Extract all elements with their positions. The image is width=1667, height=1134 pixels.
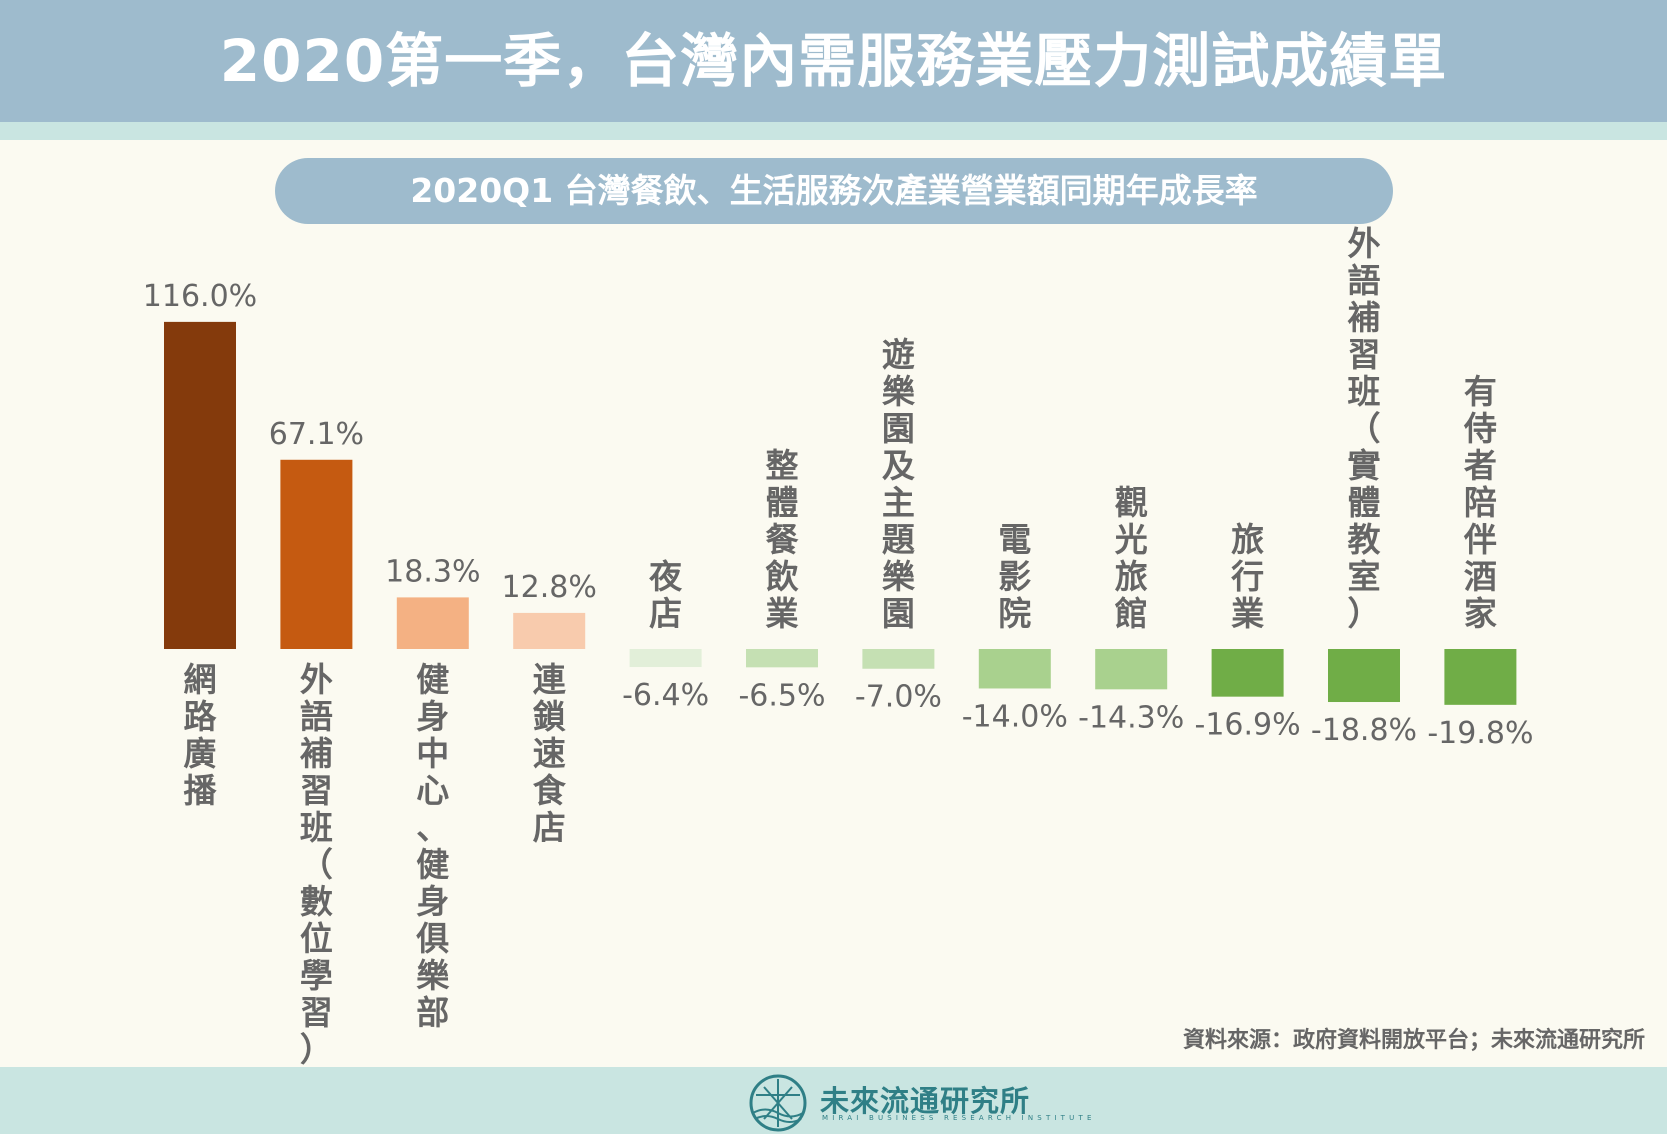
value-label: -7.0% (855, 680, 942, 715)
category-label: 觀光旅館 (1115, 483, 1148, 633)
category-label: 夜店 (648, 557, 683, 633)
logo-icon (749, 1074, 807, 1132)
bar (1095, 649, 1168, 690)
footer-band (0, 1067, 1667, 1134)
page-title: 2020第一季，台灣內需服務業壓力測試成績單 (219, 27, 1448, 95)
bar (629, 649, 702, 668)
category-label: 電影院 (998, 520, 1031, 633)
title-banner (0, 0, 1667, 122)
value-label: -6.4% (622, 678, 709, 713)
source-note: 資料來源：政府資料開放平台；未來流通研究所 (1182, 1028, 1645, 1053)
value-label: -19.8% (1427, 716, 1533, 751)
category-label: 有侍者陪伴酒家 (1463, 372, 1497, 633)
value-label: -6.5% (738, 678, 825, 713)
category-label: 連鎖速食店 (533, 660, 567, 847)
bar (164, 321, 236, 649)
category-label: 遊樂園及主題樂園 (882, 335, 916, 633)
category-label: 外語補習班（數位學習） (300, 660, 333, 1069)
value-label: -16.9% (1195, 708, 1301, 743)
title-banner-stripe (0, 122, 1667, 140)
value-label: 18.3% (385, 554, 480, 589)
value-label: -18.8% (1311, 713, 1417, 748)
bar (978, 649, 1051, 689)
bar (1444, 649, 1517, 705)
value-label: -14.3% (1078, 700, 1184, 735)
category-label: 網路廣播 (184, 660, 218, 810)
bar (513, 612, 586, 649)
value-label: 116.0% (143, 279, 257, 314)
category-label: 健身中心、健身俱樂部 (415, 660, 450, 1032)
bar (862, 649, 935, 669)
value-label: 12.8% (502, 570, 597, 605)
value-label: 67.1% (269, 417, 364, 452)
bar (280, 459, 353, 649)
chart-title: 2020Q1 台灣餐飲、生活服務次產業營業額同期年成長率 (410, 171, 1258, 210)
category-label: 旅行業 (1230, 520, 1264, 633)
bar (1211, 649, 1284, 697)
category-label: 外語補習班（實體教室） (1348, 224, 1381, 633)
subtitle-pill (275, 158, 1393, 224)
bar (1328, 649, 1400, 703)
logo-name: 未來流通研究所 (820, 1084, 1031, 1118)
value-label: -14.0% (962, 699, 1068, 734)
logo-tagline: MIRAI BUSINESS RESEARCH INSTITUTE (822, 1114, 1096, 1122)
bar (396, 597, 469, 649)
bar (746, 649, 818, 668)
category-label: 整體餐飲業 (766, 446, 800, 633)
